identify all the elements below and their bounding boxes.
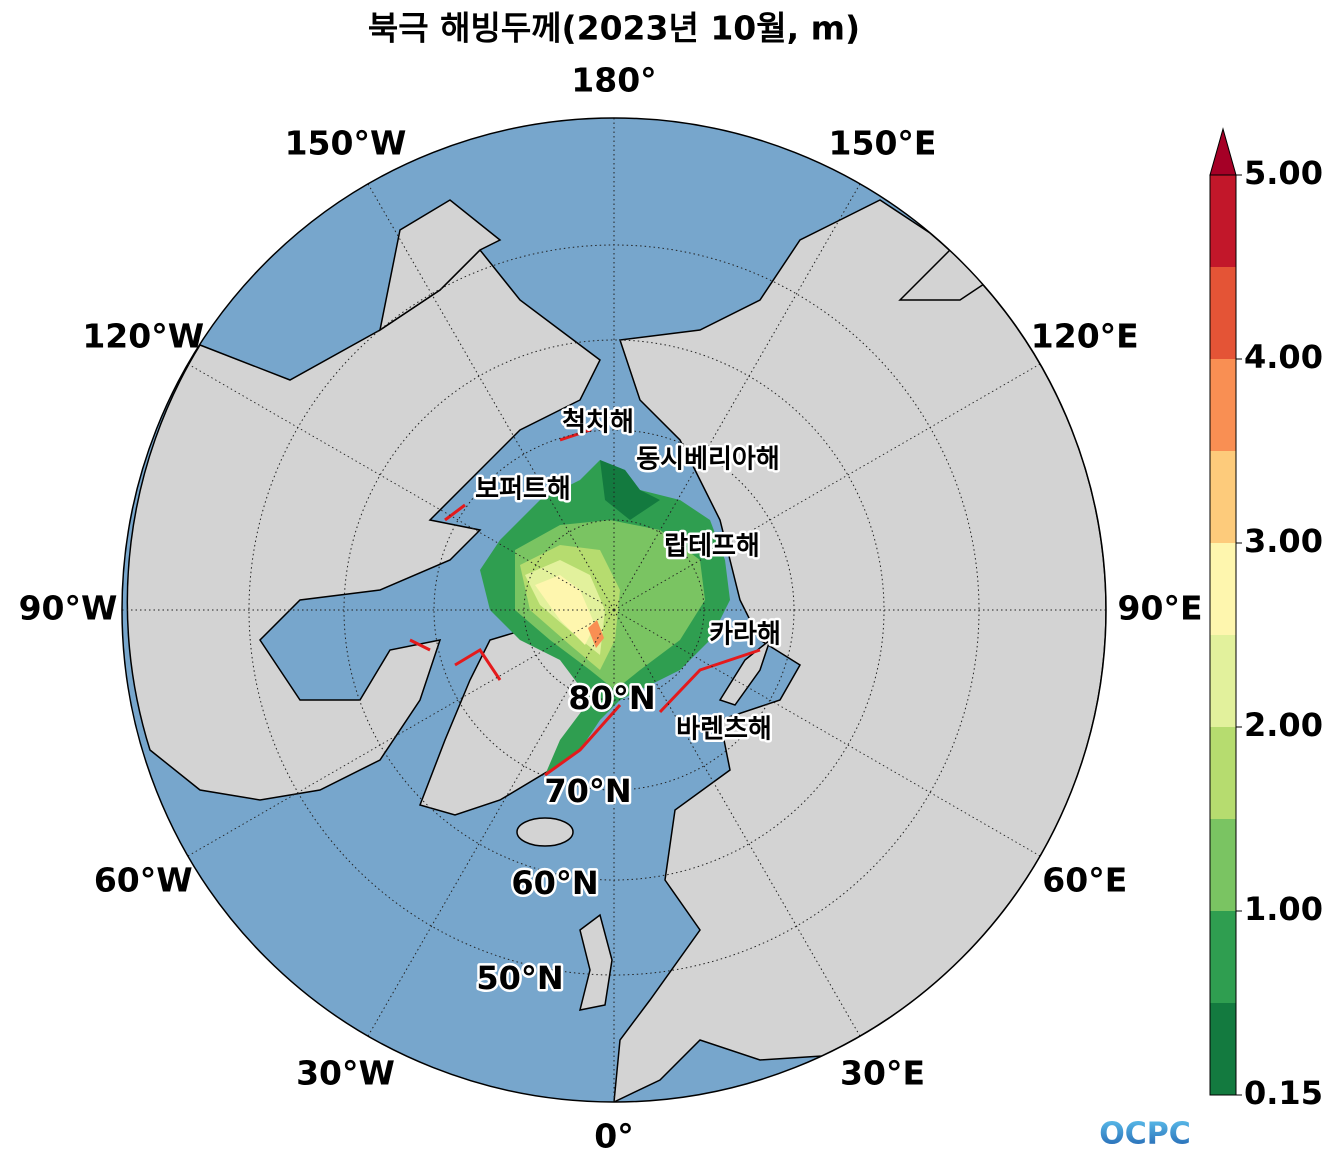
colorbar-segment xyxy=(1210,727,1236,819)
colorbar-segment xyxy=(1210,451,1236,543)
colorbar-segment xyxy=(1210,911,1236,1003)
longitude-label: 120°W xyxy=(82,317,204,356)
meridian xyxy=(613,609,861,1037)
colorbar-segment xyxy=(1210,819,1236,911)
graticule xyxy=(122,118,1106,1102)
longitude-label: 180° xyxy=(571,61,656,100)
colorbar-extend xyxy=(1209,127,1237,176)
latitude-label: 60°N xyxy=(511,864,598,902)
ice-thickest xyxy=(535,575,595,645)
parallel xyxy=(248,244,980,976)
logo: OCPC xyxy=(1099,1117,1191,1152)
colorbar-frame xyxy=(1209,174,1237,1096)
longitude-label: 150°E xyxy=(829,123,937,162)
meridian xyxy=(613,183,861,611)
colorbar-tick-label: 0.15 xyxy=(1244,1074,1323,1112)
latitude-label: 70°N xyxy=(544,772,631,810)
meridian xyxy=(367,609,615,1037)
longitude-label: 30°E xyxy=(840,1054,925,1093)
colorbar-segment xyxy=(1210,1003,1236,1095)
novaya-zemlya xyxy=(718,637,772,706)
meridian xyxy=(613,363,1041,611)
meridian xyxy=(187,363,615,611)
sea-name: 척치해 xyxy=(562,408,634,438)
parallel xyxy=(433,429,795,791)
longitude-label: 60°W xyxy=(94,860,193,899)
colorbar-segment xyxy=(1210,543,1236,635)
meridian xyxy=(367,183,615,611)
colorbar-tick-label: 2.00 xyxy=(1244,706,1323,744)
colorbar-segment xyxy=(1210,267,1236,359)
colorbar-segment xyxy=(1210,635,1236,727)
colorbar-segment xyxy=(1210,359,1236,451)
sea-name: 랍테프해 xyxy=(664,532,760,562)
longitude-label: 0° xyxy=(594,1117,633,1156)
north-america xyxy=(126,248,601,801)
longitude-label: 120°E xyxy=(1031,317,1139,356)
colorbar-tick-label: 3.00 xyxy=(1244,522,1323,560)
colorbar-segment xyxy=(1210,175,1236,267)
title: 북극 해빙두께(2023년 10월, m) xyxy=(368,9,860,48)
parallel xyxy=(523,519,705,701)
parallel xyxy=(343,339,885,881)
meridian xyxy=(613,609,1041,857)
iceland xyxy=(516,817,574,847)
sea-name: 바렌츠해 xyxy=(676,715,772,745)
meridian xyxy=(187,609,615,857)
colorbar-tick-label: 1.00 xyxy=(1244,890,1323,928)
sea-name: 카라해 xyxy=(709,620,781,650)
ice-edge-line xyxy=(409,409,761,777)
ice-peak xyxy=(588,620,604,648)
ice-edge xyxy=(600,460,660,520)
colorbar-tick-label: 4.00 xyxy=(1244,338,1323,376)
latitude-label: 50°N xyxy=(476,959,563,997)
longitude-label: 150°W xyxy=(285,123,407,162)
british-isles xyxy=(578,913,613,1011)
latitude-label: 80°N xyxy=(568,679,655,717)
map-body xyxy=(122,118,1106,1102)
longitude-label: 90°E xyxy=(1118,589,1203,628)
longitude-label: 90°W xyxy=(19,589,118,628)
map-border xyxy=(121,117,1107,1103)
sea-name: 동시베리아해 xyxy=(636,445,780,475)
longitude-label: 60°E xyxy=(1042,860,1127,899)
sea-name: 보퍼트해 xyxy=(475,475,571,505)
colorbar-tick-label: 5.00 xyxy=(1244,154,1323,192)
longitude-label: 30°W xyxy=(296,1054,395,1093)
alaska-west xyxy=(378,199,502,332)
